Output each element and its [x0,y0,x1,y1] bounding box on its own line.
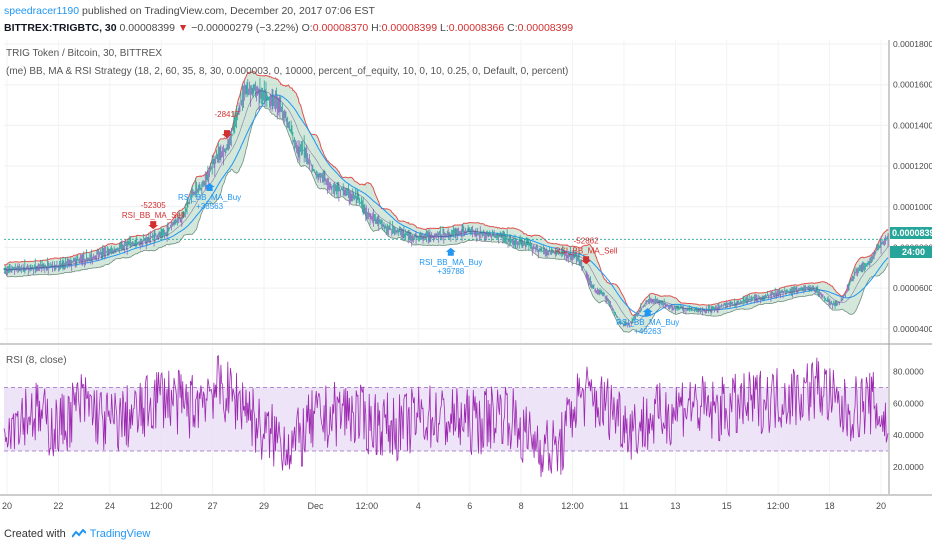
time-tick-label: 8 [519,501,524,511]
buy-arrow-icon [445,247,456,256]
created-with-text: Created with [4,528,66,540]
symbol-name: BITTREX:TRIGBTC, 30 [4,22,117,34]
rsi-tick-label: 60.0000 [893,398,924,408]
price-badge-bg [890,227,932,239]
rsi-tick-label: 20.0000 [893,462,924,472]
time-tick-label: 4 [416,501,421,511]
open-label: O: [301,22,313,34]
signal-label: RSI_BB_MA_Sell [555,246,618,255]
signal-label: RSI_BB_MA_Buy [616,318,679,327]
signal-sell-2: -28417 [214,110,240,139]
high-label: H: [371,22,382,34]
time-tick-label: 12:00 [767,501,790,511]
buy-arrow-icon [642,308,653,317]
last-price: 0.00008399 [119,22,175,34]
sell-arrow-icon [581,256,592,265]
time-tick-label: 20 [876,501,886,511]
time-tick-label: 11 [619,501,628,511]
down-arrow-icon: ▼ [177,22,189,34]
sell-arrow-icon [221,130,232,139]
rsi-line [3,354,889,478]
strategy-legend: (me) BB, MA & RSI Strategy (18, 2, 60, 3… [6,66,568,77]
price-tick-label: 0.00018000 [893,39,932,49]
bollinger-band-fill [4,71,888,333]
rsi-pane-title: RSI (8, close) [6,355,67,366]
rsi-tick-label: 80.0000 [893,366,924,376]
rsi-pane[interactable] [3,354,889,478]
time-tick-label: 20 [2,501,12,511]
price-pane[interactable]: RSI_BB_MA_Sell-52305RSI_BB_MA_Buy+38563-… [3,71,889,336]
tradingview-logo-icon [71,529,86,538]
signal-value: +38563 [196,202,223,211]
open-value: 0.00008370 [312,22,369,34]
close-value: 0.00008399 [517,22,574,34]
signal-buy-3: RSI_BB_MA_Buy+39788 [419,247,482,276]
price-badges: 0.00008399 24:00 [890,227,932,258]
time-tick-label: 13 [670,501,680,511]
time-tick-label: 6 [467,501,472,511]
countdown-badge-bg [890,246,932,258]
time-tick-label: 15 [722,501,732,511]
close-label: C: [507,22,518,34]
high-value: 0.00008399 [381,22,438,34]
signal-value: +39788 [437,267,464,276]
sell-arrow-icon [148,221,159,230]
signal-value: +49263 [634,327,661,336]
signal-label: RSI_BB_MA_Buy [419,258,482,267]
signal-sell-4: RSI_BB_MA_Sell-52862 [555,236,618,265]
bollinger-lower-line [3,105,889,333]
low-label: L: [440,22,449,34]
time-tick-label: 27 [208,501,218,511]
chart-canvas[interactable]: RSI_BB_MA_Sell-52305RSI_BB_MA_Buy+38563-… [0,0,932,524]
countdown-badge: 24:00 [902,247,925,257]
signal-value: -52862 [574,236,599,245]
signal-sell-0: RSI_BB_MA_Sell-52305 [122,201,185,230]
basis-line [3,90,889,323]
time-tick-label: 12:00 [150,501,173,511]
signal-value: -28417 [214,110,239,119]
author-link[interactable]: speedracer1190 [4,5,80,17]
time-tick-label: 18 [825,501,835,511]
publish-line: speedracer1190 published on TradingView.… [4,5,375,17]
time-tick-label: 22 [53,501,63,511]
time-tick-label: 24 [105,501,115,511]
signal-value: -52305 [141,201,166,210]
signal-label: RSI_BB_MA_Buy [178,193,241,202]
published-text: published on TradingView.com, December 2… [82,5,375,17]
signal-buy-5: RSI_BB_MA_Buy+49263 [616,308,679,336]
price-badge: 0.00008399 [892,228,932,238]
main-pane-title: TRIG Token / Bitcoin, 30, BITTREX [6,48,162,59]
tradingview-link[interactable]: TradingView [89,528,151,540]
time-tick-label: 29 [259,501,269,511]
buy-arrow-icon [204,182,215,191]
rsi-tick-label: 40.0000 [893,430,924,440]
symbol-line: BITTREX:TRIGBTC, 30 0.00008399 ▼ −0.0000… [4,22,573,34]
signal-label: RSI_BB_MA_Sell [122,211,185,220]
time-tick-label: 12:00 [356,501,379,511]
axes: 0.000040000.000060000.000080000.00010000… [2,39,932,511]
time-tick-label: 12:00 [561,501,584,511]
low-value: 0.00008366 [448,22,505,34]
time-tick-label: Dec [307,501,324,511]
bollinger-upper-line [3,71,889,316]
signal-buy-1: RSI_BB_MA_Buy+38563 [178,182,241,211]
moving-average-line [3,94,889,317]
price-change: −0.00000279 (−3.22%) [191,22,299,34]
footer: Created with TradingView [4,528,150,540]
